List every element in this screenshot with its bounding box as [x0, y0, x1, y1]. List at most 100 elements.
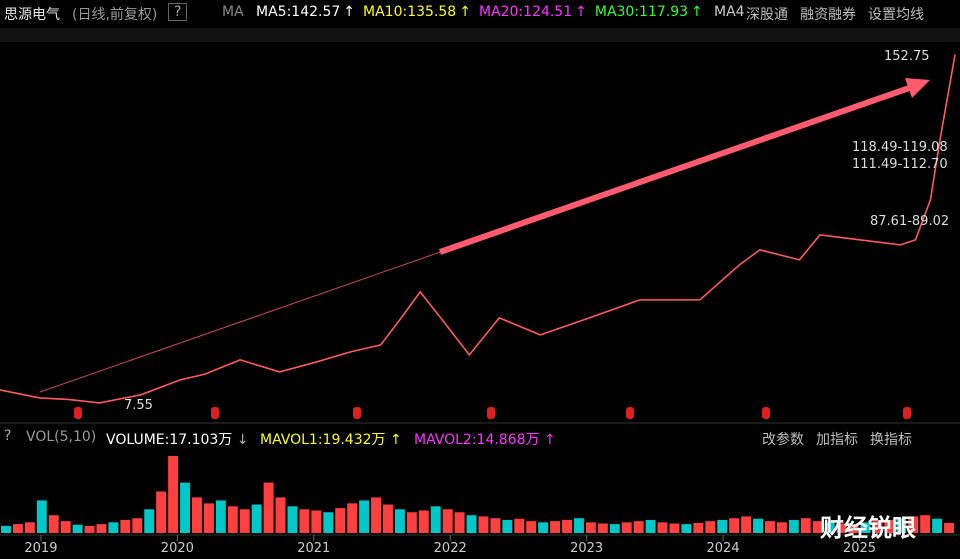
volume-bar — [203, 503, 214, 533]
volume-bar — [765, 521, 775, 533]
volume-bar — [609, 524, 620, 533]
volume-bar — [848, 524, 859, 533]
volume-bar — [371, 497, 381, 533]
volume-bar — [144, 509, 155, 533]
mavol1-value: MAVOL1:19.432万 — [260, 432, 386, 448]
vol-value: VOLUME:17.103万 — [106, 432, 233, 448]
volume-bar — [669, 523, 680, 533]
ma-label: MA — [222, 4, 244, 20]
volume-bar — [72, 524, 83, 533]
volume-bar — [60, 521, 71, 533]
volume-bar — [442, 509, 453, 533]
volume-bar — [741, 516, 752, 533]
volume-bar — [347, 503, 358, 533]
x-tick-label: 2021 — [297, 541, 330, 556]
ma-arrow: ↑ — [575, 4, 587, 20]
volume-bar — [693, 522, 704, 533]
volume-bar — [514, 518, 525, 533]
price-annotation: 7.55 — [124, 398, 153, 413]
volume-bar — [120, 519, 131, 533]
volume-bar — [406, 512, 417, 533]
volume-bar — [657, 522, 668, 533]
volume-bar — [645, 519, 656, 533]
volume-bar — [705, 521, 716, 533]
volume-bar — [96, 524, 107, 533]
volume-bar — [753, 518, 763, 533]
volume-bar — [908, 516, 919, 533]
volume-bar — [872, 521, 883, 533]
price-annotation: 118.49-119.08 — [852, 140, 948, 155]
price-annotation: 111.49-112.70 — [852, 157, 948, 172]
header-link: 深股通 — [746, 7, 788, 23]
volume-bar — [800, 518, 811, 533]
volume-bar — [860, 522, 871, 533]
ma-value: MA20:124.51 — [478, 4, 573, 20]
volume-bar — [323, 512, 334, 533]
ma-value: MA5:142.57 — [256, 4, 341, 20]
volume-bar — [24, 522, 35, 533]
volume-bar — [562, 519, 572, 533]
x-tick-label: 2022 — [434, 541, 467, 556]
dividend-marker — [762, 407, 770, 419]
volume-bar — [359, 500, 370, 533]
volume-bar — [717, 519, 728, 533]
price-line — [0, 54, 956, 404]
volume-bar — [108, 522, 119, 533]
volume-bar — [287, 506, 298, 533]
volume-bar — [597, 523, 608, 533]
vol-mavol1: MAVOL1:19.432万 ↑ — [260, 429, 402, 449]
ma-cut: MA4 — [714, 4, 744, 20]
volume-bar — [418, 510, 429, 533]
help-button[interactable]: ? — [168, 3, 188, 21]
dividend-marker — [487, 407, 495, 419]
header-link: 融资融券 — [800, 7, 856, 23]
volume-bar — [574, 518, 584, 533]
volume-bar — [944, 522, 954, 533]
volume-bar — [585, 522, 596, 533]
volume-bar — [430, 506, 441, 533]
vol-arrow: ↓ — [236, 432, 249, 448]
dividend-marker — [74, 407, 82, 419]
volume-bar — [729, 518, 740, 533]
volume-bar — [263, 482, 274, 533]
indicator-button[interactable]: 换指标 — [870, 432, 912, 448]
subtitle: (日线,前复权) — [72, 7, 158, 23]
x-tick-label: 2019 — [24, 541, 57, 556]
volume-bar — [932, 518, 943, 533]
indicator-button[interactable]: 改参数 — [762, 432, 804, 448]
mavol1-arrow: ↑ — [389, 432, 402, 448]
volume-bar — [502, 519, 513, 533]
vol-help[interactable]: ? — [4, 428, 12, 444]
mavol2-arrow: ↑ — [543, 432, 556, 448]
vol-mavol2: MAVOL2:14.868万 ↑ — [414, 429, 556, 449]
volume-bar — [180, 482, 190, 533]
volume-bar — [633, 521, 644, 533]
x-tick-label: 2024 — [707, 541, 740, 556]
dividend-marker — [626, 407, 634, 419]
volume-bar — [776, 522, 787, 533]
watermark: 财经锐眼 — [820, 514, 916, 542]
volume-bar — [526, 521, 537, 533]
vol-buttons: 改参数 加指标 换指标 — [762, 429, 924, 449]
volume-bar — [335, 508, 346, 533]
volume-bar — [84, 525, 95, 533]
volume-bar — [1, 525, 11, 533]
dividend-marker — [211, 407, 219, 419]
volume-bar — [812, 521, 823, 533]
dividend-marker — [903, 407, 911, 419]
indicator-button[interactable]: 加指标 — [816, 432, 858, 448]
volume-bar — [836, 523, 847, 533]
volume-bar — [36, 500, 47, 533]
volume-bar — [454, 512, 465, 533]
ma-arrow: ↑ — [459, 4, 471, 20]
x-tick-label: 2020 — [161, 541, 194, 556]
volume-bar — [132, 518, 143, 533]
volume-bar — [251, 504, 262, 533]
volume-bar — [239, 509, 250, 533]
volume-bar — [884, 519, 895, 533]
volume-bar — [550, 521, 561, 533]
price-annotation: 87.61-89.02 — [870, 214, 949, 229]
header-link: 设置均线 — [868, 7, 924, 23]
